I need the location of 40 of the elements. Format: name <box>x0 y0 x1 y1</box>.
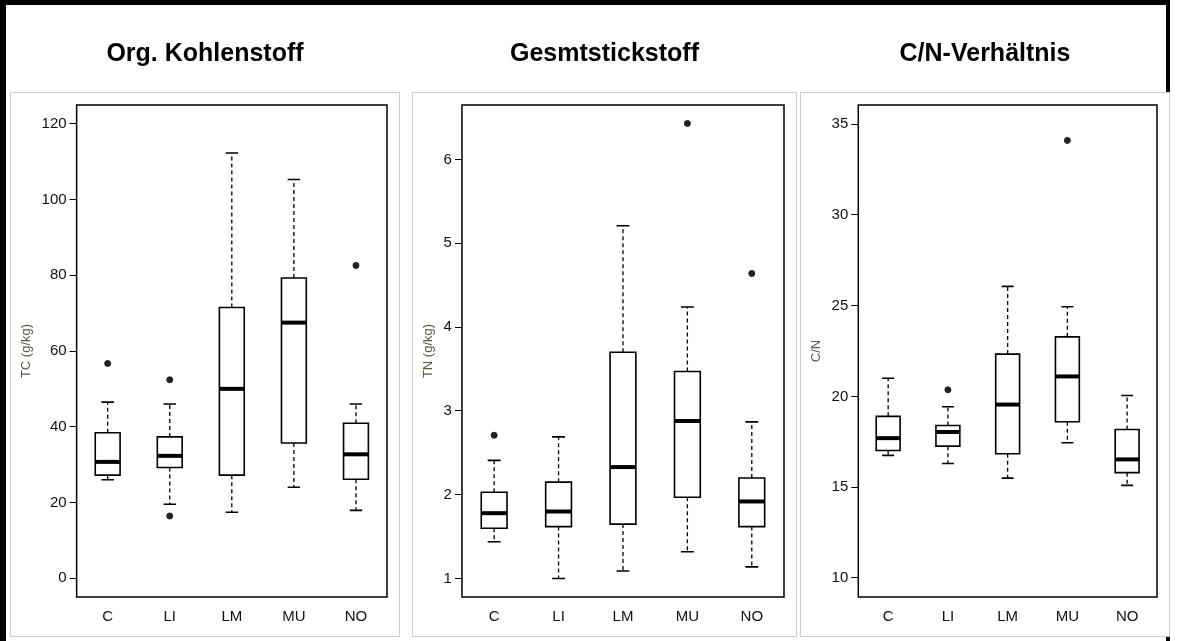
x-tick-label: LI <box>552 607 565 625</box>
y-axis-title: TC (g/kg) <box>18 323 34 379</box>
x-tick-label: LM <box>612 607 634 625</box>
y-tick-label: 35 <box>831 114 849 132</box>
x-tick-label: MU <box>1055 607 1080 625</box>
x-tick-label: NO <box>740 607 764 625</box>
y-tick-label: 6 <box>443 149 452 167</box>
y-tick-label: 80 <box>49 265 67 283</box>
x-tick-label: NO <box>344 607 368 625</box>
y-tick-label: 10 <box>831 568 849 586</box>
y-tick-label: 3 <box>443 401 452 419</box>
y-tick-label: 120 <box>41 114 67 132</box>
x-tick-label: C <box>882 607 894 625</box>
x-tick-label: MU <box>675 607 700 625</box>
x-tick-label: C <box>488 607 500 625</box>
x-tick-label: C <box>102 607 114 625</box>
y-tick-label: 20 <box>49 492 67 510</box>
x-tick-label: LI <box>941 607 955 625</box>
y-tick-label: 40 <box>49 416 67 434</box>
x-tick-label: LM <box>221 607 243 625</box>
y-tick-label: 100 <box>41 189 67 207</box>
y-tick-label: 15 <box>831 477 849 495</box>
y-tick-label: 25 <box>831 295 849 313</box>
y-tick-label: 4 <box>443 317 452 335</box>
y-axis-title: C/N <box>808 339 824 363</box>
chart-title: C/N-Verhältnis <box>898 38 1072 67</box>
y-axis-title: TN (g/kg) <box>420 323 436 379</box>
y-tick-label: 5 <box>443 233 452 251</box>
chart-title: Gesmtstickstoff <box>509 38 700 67</box>
chart-title: Org. Kohlenstoff <box>105 38 305 67</box>
x-tick-label: LM <box>997 607 1019 625</box>
y-tick-label: 20 <box>831 386 849 404</box>
x-tick-label: MU <box>282 607 306 625</box>
y-tick-label: 1 <box>443 568 452 586</box>
x-tick-label: LI <box>163 607 176 625</box>
x-tick-label: NO <box>1115 607 1139 625</box>
y-tick-label: 60 <box>49 341 67 359</box>
y-tick-label: 0 <box>58 568 67 586</box>
y-tick-label: 30 <box>831 204 849 222</box>
y-tick-label: 2 <box>443 484 452 502</box>
